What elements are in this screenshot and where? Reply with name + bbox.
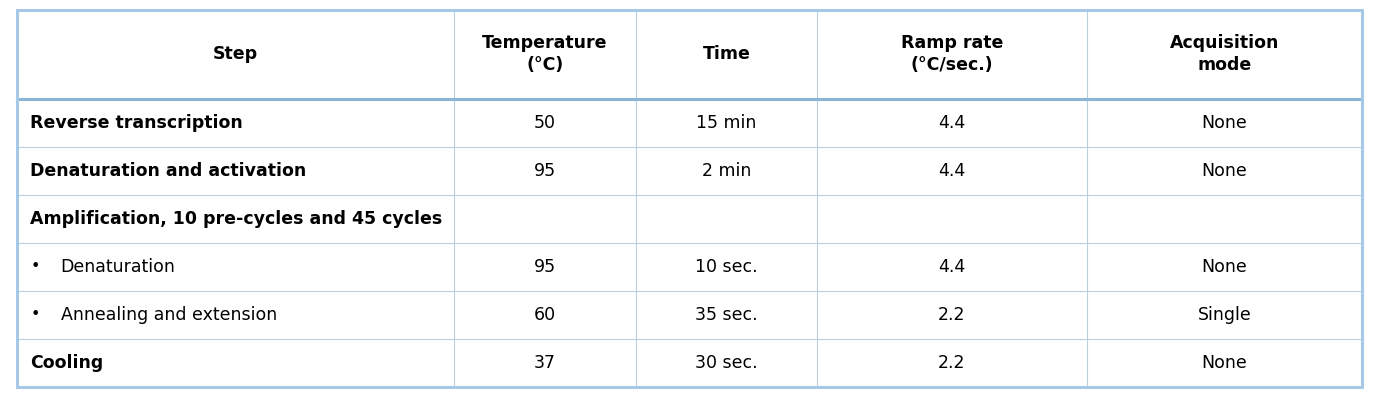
Text: 10 sec.: 10 sec.: [695, 258, 758, 276]
Text: •: •: [30, 259, 40, 274]
Bar: [17, 195, 1362, 243]
Text: Denaturation and activation: Denaturation and activation: [30, 162, 306, 180]
Text: 4.4: 4.4: [938, 162, 965, 180]
Text: None: None: [1201, 114, 1248, 131]
Text: 37: 37: [534, 354, 556, 372]
Text: 30 sec.: 30 sec.: [695, 354, 758, 372]
Bar: [17, 10, 1362, 98]
Text: •: •: [30, 307, 40, 322]
Text: None: None: [1201, 354, 1248, 372]
Text: Time: Time: [702, 45, 750, 63]
Text: 50: 50: [534, 114, 556, 131]
Text: None: None: [1201, 258, 1248, 276]
Text: Single: Single: [1197, 306, 1251, 324]
Text: Denaturation: Denaturation: [61, 258, 175, 276]
Bar: [17, 291, 1362, 339]
Text: Reverse transcription: Reverse transcription: [30, 114, 243, 131]
Text: 95: 95: [534, 258, 556, 276]
Text: Temperature
(°C): Temperature (°C): [483, 34, 608, 74]
Text: 4.4: 4.4: [938, 114, 965, 131]
Text: 35 sec.: 35 sec.: [695, 306, 758, 324]
Text: Annealing and extension: Annealing and extension: [61, 306, 277, 324]
Text: None: None: [1201, 162, 1248, 180]
Text: Cooling: Cooling: [30, 354, 103, 372]
Text: 60: 60: [534, 306, 556, 324]
Text: 2.2: 2.2: [938, 354, 965, 372]
Bar: [17, 243, 1362, 291]
Bar: [17, 339, 1362, 387]
Text: Ramp rate
(°C/sec.): Ramp rate (°C/sec.): [900, 34, 1003, 74]
Text: 4.4: 4.4: [938, 258, 965, 276]
Text: 2 min: 2 min: [702, 162, 752, 180]
Text: Acquisition
mode: Acquisition mode: [1169, 34, 1280, 74]
Text: 2.2: 2.2: [938, 306, 965, 324]
Text: 95: 95: [534, 162, 556, 180]
Text: Step: Step: [212, 45, 258, 63]
Text: 15 min: 15 min: [696, 114, 757, 131]
Text: Amplification, 10 pre-cycles and 45 cycles: Amplification, 10 pre-cycles and 45 cycl…: [30, 210, 443, 228]
Bar: [17, 98, 1362, 146]
Bar: [17, 146, 1362, 195]
